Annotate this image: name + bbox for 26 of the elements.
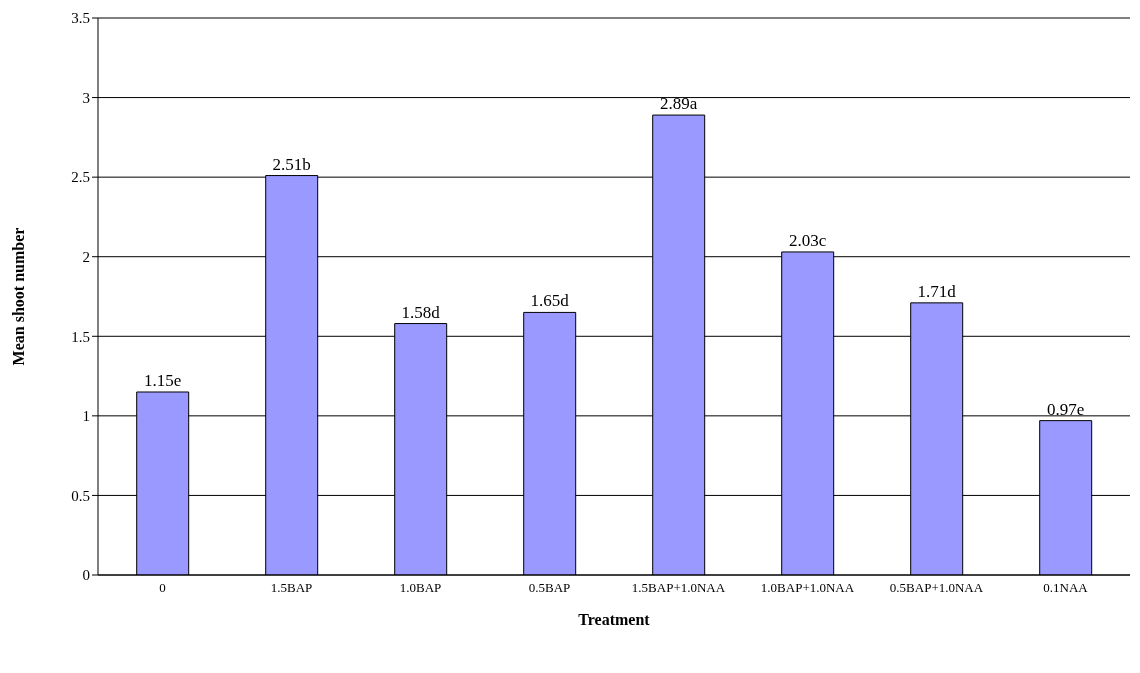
data-label: 1.15e (144, 370, 182, 390)
x-tick-label: 1.5BAP+1.0NAA (631, 580, 726, 596)
x-tick-label: 1.0BAP+1.0NAA (760, 580, 855, 596)
y-tick-label: 0.5 (71, 487, 90, 504)
data-label: 2.89a (660, 94, 698, 114)
x-tick-label: 1.5BAP (270, 580, 313, 596)
x-tick-label: 0.5BAP+1.0NAA (889, 580, 984, 596)
y-tick-label: 0 (82, 567, 90, 584)
y-tick-label: 2 (82, 249, 90, 266)
data-label: 1.65d (530, 291, 570, 311)
x-tick-label: 1.0BAP (399, 580, 442, 596)
x-tick-label: 0 (159, 580, 166, 596)
y-tick-label: 3 (82, 89, 90, 106)
y-axis-title: Mean shoot number (9, 227, 27, 366)
data-label: 0.97e (1047, 399, 1085, 419)
y-tick-label: 1 (82, 408, 90, 425)
data-label: 1.71d (917, 281, 957, 301)
data-label: 1.58d (401, 302, 441, 322)
x-axis-title: Treatment (578, 611, 651, 628)
x-tick-label: 0.5BAP (528, 580, 571, 596)
y-tick-label: 2.5 (71, 169, 90, 186)
data-label: 2.03c (789, 230, 827, 250)
y-tick-label: 1.5 (71, 328, 90, 345)
data-label: 2.51b (272, 154, 311, 174)
y-tick-label: 3.5 (71, 10, 90, 27)
x-tick-label: 0.1NAA (1043, 580, 1089, 596)
